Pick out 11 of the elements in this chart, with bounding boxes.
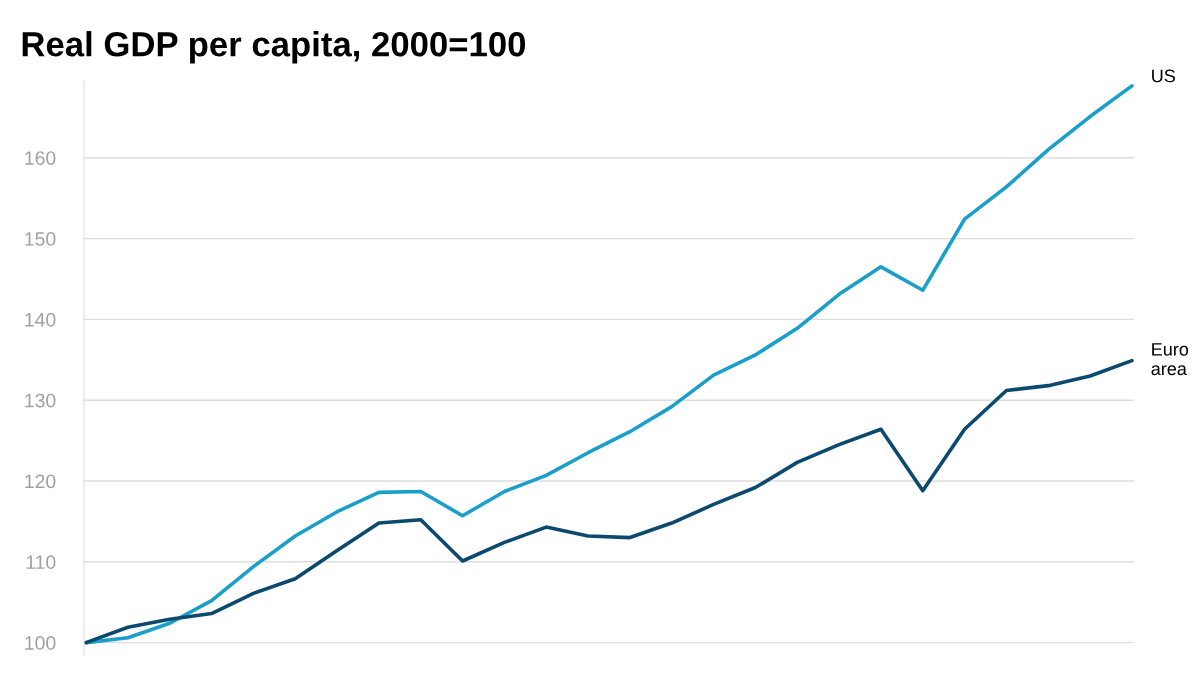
series-label: Euro area: [1151, 343, 1189, 376]
chart-title: Real GDP per capita, 2000=100: [22, 31, 526, 64]
y-tick-label: 160: [25, 151, 56, 166]
line-series: [84, 358, 1134, 645]
series-label: US: [1152, 69, 1175, 83]
y-tick-label: 120: [25, 474, 56, 489]
y-tick-label: 140: [25, 312, 56, 327]
y-tick-label: 110: [26, 555, 56, 570]
y-tick-label: 100: [25, 636, 56, 650]
y-tick-label: 130: [25, 393, 56, 408]
y-tick-label: 150: [25, 232, 56, 246]
